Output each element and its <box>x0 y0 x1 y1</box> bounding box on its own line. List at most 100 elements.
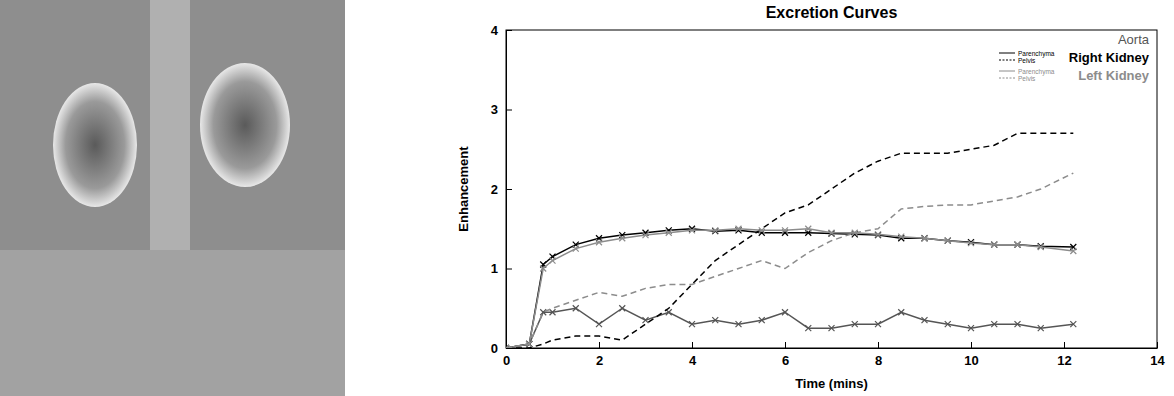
axis-line <box>507 348 1158 349</box>
legend-label: Pelvis <box>1018 57 1036 64</box>
marker <box>666 230 672 236</box>
tick-label: 4 <box>491 23 499 38</box>
tick: 3 <box>491 102 512 117</box>
legend-group-label: Right Kidney <box>1069 50 1150 65</box>
marker <box>875 231 881 237</box>
tick: 0 <box>491 341 512 356</box>
marker <box>829 325 835 331</box>
figure: 0 2 4 6 8 10 12 140 12 3 4 Excretion Curves Time (mi… <box>0 0 1174 396</box>
series-line <box>506 229 1073 348</box>
marker <box>573 246 579 252</box>
tick-label: 10 <box>964 353 978 368</box>
marker <box>573 305 579 311</box>
tick-mark <box>506 189 512 190</box>
marker <box>1070 321 1076 327</box>
marker <box>968 325 974 331</box>
marker <box>1015 321 1021 327</box>
tick-mark <box>785 342 786 348</box>
tick: 2 <box>596 342 603 368</box>
x-axis-title: Time (mins) <box>795 376 868 391</box>
scan-spine <box>150 0 190 260</box>
marker <box>689 227 695 233</box>
tick-mark <box>506 269 512 270</box>
tick: 2 <box>491 182 512 197</box>
marker <box>945 238 951 244</box>
scan-kidney <box>200 63 290 187</box>
scan-bottom <box>0 250 345 396</box>
chart-title: Excretion Curves <box>766 4 898 21</box>
marker <box>922 235 928 241</box>
legend-swatch <box>999 71 1015 72</box>
marker <box>991 321 997 327</box>
series-line <box>506 173 1073 348</box>
series-line <box>506 133 1073 348</box>
scan-background <box>0 0 345 396</box>
marker <box>550 258 556 264</box>
scan-image <box>0 0 345 396</box>
marker <box>805 325 811 331</box>
marker <box>829 230 835 236</box>
marker <box>875 321 881 327</box>
legend: AortaRight KidneyParenchymaPelvisLeft Ki… <box>999 32 1150 83</box>
marker <box>1070 248 1076 254</box>
tick: 6 <box>782 342 789 368</box>
tick: 12 <box>1057 342 1071 368</box>
tick-mark <box>506 110 512 111</box>
legend-label: Aorta <box>1118 32 1150 47</box>
tick: 14 <box>1150 342 1165 368</box>
marker <box>643 317 649 323</box>
series-line <box>506 308 1073 348</box>
plot-frame <box>506 30 1157 348</box>
tick-label: 8 <box>875 353 882 368</box>
tick: 8 <box>875 342 882 368</box>
marker <box>782 309 788 315</box>
marker <box>1038 244 1044 250</box>
marker <box>1038 325 1044 331</box>
plot-area <box>506 133 1076 348</box>
marker <box>852 321 858 327</box>
marker <box>550 309 556 315</box>
marker <box>805 226 811 232</box>
tick-label: 2 <box>596 353 603 368</box>
marker <box>736 321 742 327</box>
marker <box>712 227 718 233</box>
tick: 10 <box>964 342 978 368</box>
marker <box>968 240 974 246</box>
marker <box>540 309 546 315</box>
tick: 4 <box>689 342 697 368</box>
tick-mark <box>506 30 512 31</box>
series-line <box>506 229 1073 348</box>
marker <box>898 234 904 240</box>
marker <box>898 309 904 315</box>
legend-group-label: Left Kidney <box>1078 68 1150 83</box>
legend-swatch <box>999 53 1015 54</box>
x-axis: 0 2 4 6 8 10 12 14 <box>503 342 1166 368</box>
tick-label: 6 <box>782 353 789 368</box>
y-axis: 01234 <box>491 23 512 356</box>
marker <box>619 305 625 311</box>
marker <box>991 242 997 248</box>
tick-label: 14 <box>1150 353 1165 368</box>
tick-label: 2 <box>491 182 498 197</box>
y-axis-title: Enhancement <box>456 146 471 232</box>
marker <box>736 226 742 232</box>
marker <box>829 231 835 237</box>
legend-swatch <box>999 78 1015 79</box>
tick-mark <box>692 342 693 348</box>
marker <box>759 227 765 233</box>
tick-label: 3 <box>491 102 498 117</box>
tick: 4 <box>491 23 512 38</box>
scan-kidney <box>53 83 137 207</box>
marker <box>596 321 602 327</box>
marker <box>643 232 649 238</box>
tick-mark <box>1064 342 1065 348</box>
tick-label: 12 <box>1057 353 1071 368</box>
tick-mark <box>506 348 512 349</box>
tick-mark <box>971 342 972 348</box>
legend-swatch <box>999 60 1015 61</box>
tick-label: 0 <box>503 353 510 368</box>
tick-label: 4 <box>689 353 697 368</box>
marker <box>759 317 765 323</box>
marker <box>712 317 718 323</box>
marker <box>712 228 718 234</box>
